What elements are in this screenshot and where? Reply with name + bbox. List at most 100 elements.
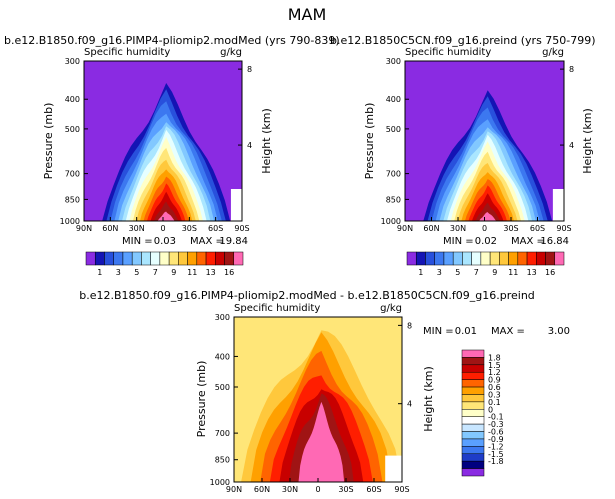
height-tick-label: 8 — [569, 65, 574, 74]
colorbar-label: 3 — [437, 268, 442, 277]
colorbar-label: 11 — [508, 268, 518, 277]
colorbar-swatch — [131, 251, 142, 266]
panel3-latitude-axis: 90N 60N 30N 0 30S 60S 90S — [226, 478, 410, 494]
colorbar-swatch — [461, 460, 485, 469]
colorbar-label: 0 — [488, 405, 493, 414]
panel1-colorbar: 1 3 5 7 9 11 13 16 — [85, 251, 244, 277]
colorbar-swatch — [461, 371, 485, 380]
panel1-contour-plot — [84, 61, 242, 221]
panel1-min-value: 0.03 — [154, 236, 176, 247]
colorbar-label: 0.3 — [488, 390, 501, 399]
colorbar-swatch — [461, 349, 485, 358]
panel3-contour-plot — [234, 317, 402, 482]
latitude-tick-label: 60S — [208, 224, 223, 233]
latitude-tick-label: 60S — [530, 224, 545, 233]
colorbar-label: 16 — [224, 268, 234, 277]
colorbar-swatch — [104, 251, 114, 266]
colorbar-swatch — [122, 251, 133, 266]
pressure-tick-label: 500 — [215, 383, 230, 392]
pressure-tick-label: 500 — [386, 125, 401, 134]
colorbar-label: 7 — [153, 268, 158, 277]
pressure-tick-label: 1000 — [60, 217, 80, 226]
surface-mask — [230, 189, 242, 221]
colorbar-label: 13 — [206, 268, 216, 277]
panel2-min-max: MIN = 0.02 MAX = 16.84 — [443, 236, 569, 247]
contour-fill-level — [153, 201, 179, 221]
colorbar-label: 5 — [455, 268, 460, 277]
contour-fill-level — [479, 212, 497, 221]
latitude-tick-label: 90N — [76, 224, 92, 233]
latitude-tick-label: 90S — [556, 224, 571, 233]
panel2-pressure-label: Pressure (mb) — [363, 103, 376, 180]
panel2-title: b.e12.B1850C5CN.f09_g16.preind (yrs 750-… — [330, 34, 596, 47]
pressure-tick-label: 400 — [65, 95, 80, 104]
pressure-tick-label: 1000 — [381, 217, 401, 226]
colorbar-swatch — [461, 453, 485, 462]
contour-fill-level — [475, 202, 500, 221]
panel1-height-axis: 84 — [238, 65, 252, 150]
colorbar-swatch — [415, 251, 426, 266]
pressure-tick-label: 850 — [65, 195, 80, 204]
colorbar-swatch — [159, 251, 170, 266]
latitude-tick-label: 30S — [503, 224, 518, 233]
latitude-tick-label: 30N — [129, 224, 145, 233]
panel3-pressure-axis: 300 400 500 700 850 1000 — [210, 313, 238, 487]
colorbar-swatch — [461, 438, 485, 447]
pressure-tick-label: 500 — [65, 125, 80, 134]
pressure-tick-label: 400 — [386, 95, 401, 104]
colorbar-swatch — [461, 357, 485, 366]
colorbar-swatch — [150, 251, 161, 266]
pressure-tick-label: 1000 — [210, 478, 230, 487]
colorbar-swatch — [489, 251, 500, 266]
colorbar-swatch — [113, 251, 124, 266]
colorbar-swatch — [178, 251, 188, 266]
panel-pliomip: b.e12.B1850.f09_g16.PIMP4-pliomip2.modMe… — [4, 34, 340, 277]
panel3-colorbar: 1.81.51.20.90.60.30.10-0.1-0.3-0.6-0.9-1… — [461, 349, 504, 477]
colorbar-label: 11 — [187, 268, 197, 277]
colorbar-swatch — [461, 409, 485, 417]
colorbar-swatch — [536, 251, 546, 266]
colorbar-swatch — [233, 251, 244, 266]
colorbar-swatch — [224, 251, 235, 266]
colorbar-label: -0.1 — [488, 413, 504, 422]
colorbar-swatch — [215, 251, 225, 266]
page-title: MAM — [288, 5, 327, 24]
pressure-tick-label: 700 — [65, 170, 80, 179]
panel3-height-label: Height (km) — [422, 366, 435, 432]
latitude-tick-label: 30N — [282, 485, 298, 494]
colorbar-swatch — [141, 251, 151, 266]
panel-preind: b.e12.B1850C5CN.f09_g16.preind (yrs 750-… — [330, 34, 596, 277]
panel3-min-value: 0.01 — [455, 326, 477, 337]
colorbar-label: 1.5 — [488, 361, 501, 370]
colorbar-label: -1.2 — [488, 442, 504, 451]
colorbar-swatch — [461, 401, 485, 410]
colorbar-swatch — [406, 251, 417, 266]
colorbar-swatch — [471, 251, 482, 266]
colorbar-swatch — [461, 431, 485, 440]
panel3-min-label: MIN = — [423, 326, 454, 337]
colorbar-label: 1.2 — [488, 368, 501, 377]
panel3-pressure-label: Pressure (mb) — [195, 361, 208, 438]
panel2-colorbar: 1 3 5 7 9 11 13 16 — [406, 251, 565, 277]
panel2-min-value: 0.02 — [475, 236, 497, 247]
colorbar-swatch — [461, 468, 485, 477]
panel2-variable-label: Specific humidity — [405, 47, 491, 58]
pressure-tick-label: 400 — [215, 352, 230, 361]
panel1-variable-label: Specific humidity — [84, 47, 170, 58]
colorbar-swatch — [461, 416, 485, 425]
panel2-min-label: MIN = — [443, 236, 474, 247]
colorbar-swatch — [443, 251, 454, 266]
colorbar-swatch — [452, 251, 463, 266]
panel1-pressure-label: Pressure (mb) — [42, 103, 55, 180]
latitude-tick-label: 90N — [226, 485, 242, 494]
panel1-height-label: Height (km) — [260, 108, 273, 174]
colorbar-swatch — [480, 251, 491, 266]
colorbar-swatch — [425, 251, 435, 266]
panel2-pressure-axis: 300 400 500 700 850 1000 — [381, 57, 409, 226]
colorbar-swatch — [462, 251, 472, 266]
colorbar-swatch — [461, 423, 485, 432]
panel3-max-label: MAX = — [491, 326, 525, 337]
colorbar-label: -0.6 — [488, 428, 504, 437]
colorbar-swatch — [94, 251, 105, 266]
colorbar-label: 1 — [418, 268, 423, 277]
